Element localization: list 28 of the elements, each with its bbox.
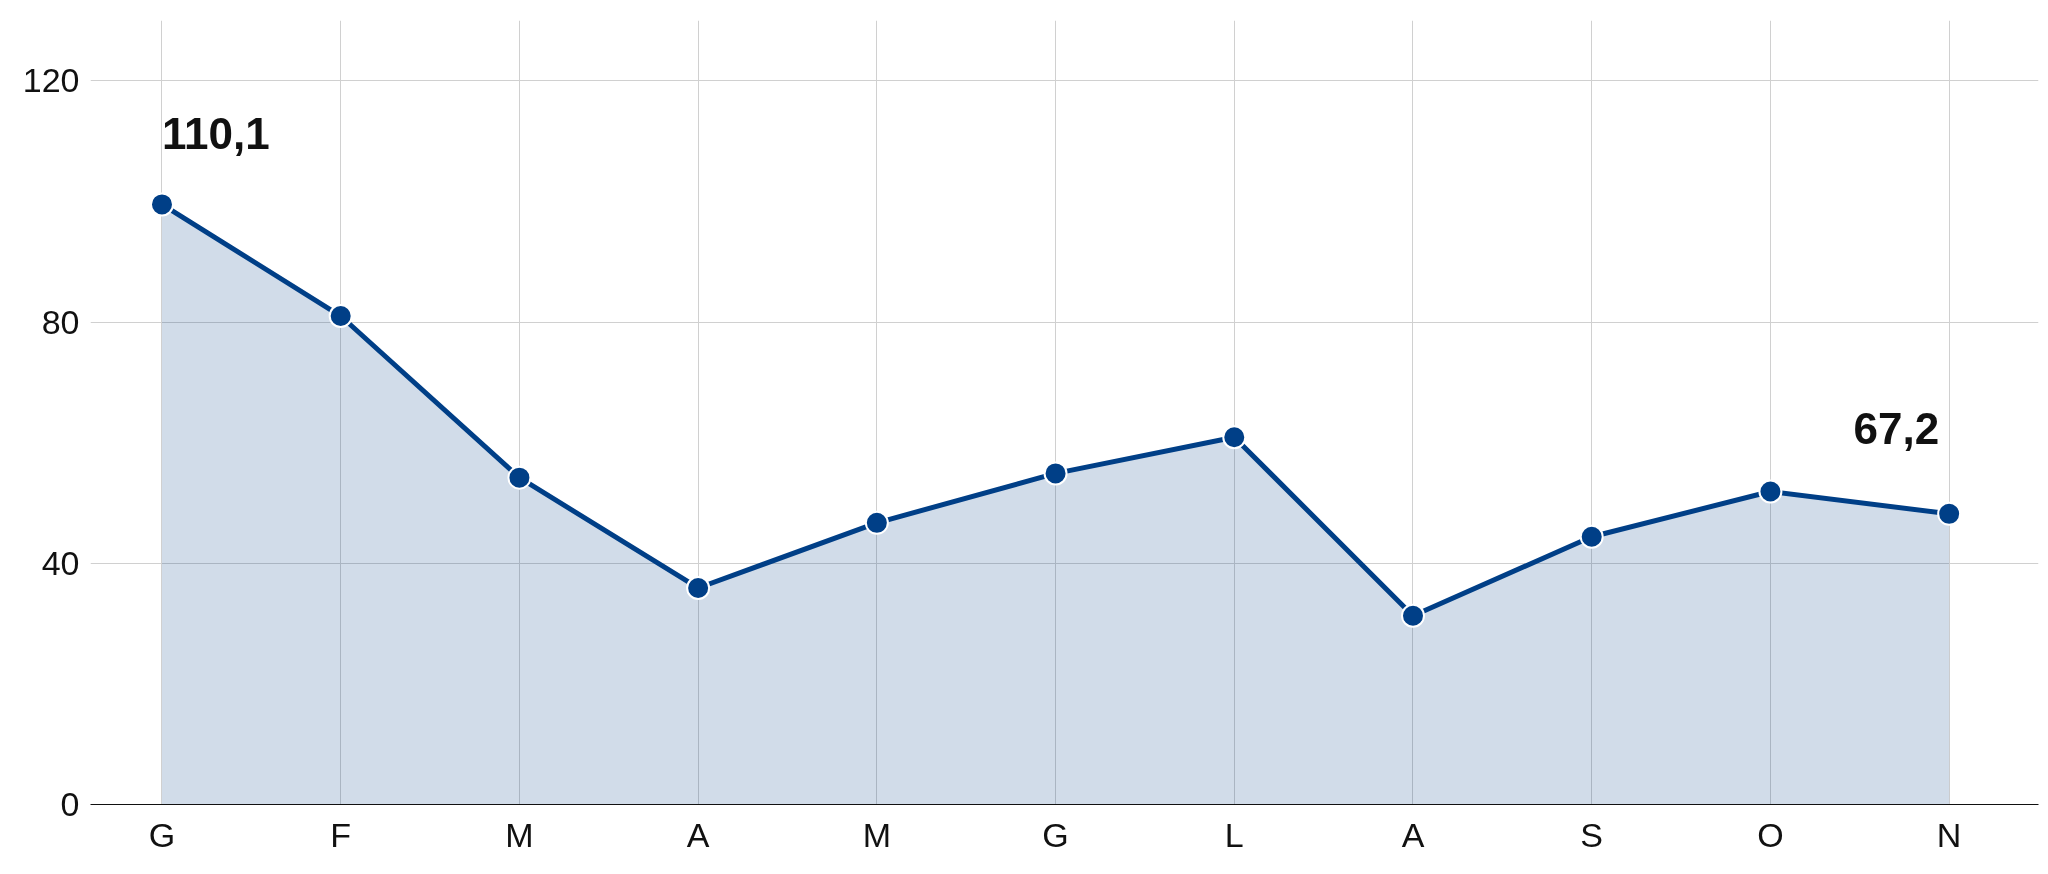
point <box>1937 501 1962 526</box>
point <box>686 576 711 600</box>
x-tick-label: S <box>1580 815 1604 854</box>
y-tick-label: 120 <box>22 61 80 100</box>
point <box>1222 425 1247 450</box>
point <box>1043 461 1068 486</box>
x-tick-label: O <box>1757 815 1784 854</box>
y-tick-label: 40 <box>41 543 80 582</box>
point <box>1758 479 1783 504</box>
point <box>1401 603 1425 628</box>
x-tick-label: N <box>1936 815 1962 854</box>
annotation: 67,2 <box>1853 403 1940 453</box>
x-tick-label: A <box>1401 815 1425 854</box>
annotation: 110,1 <box>161 109 270 159</box>
x-tick-label: M <box>505 815 534 854</box>
x-tick-label: F <box>330 815 352 854</box>
x-tick-label: G <box>1042 815 1069 854</box>
point <box>149 192 174 217</box>
x-tick-label: M <box>862 815 892 854</box>
y-tick-label: 0 <box>60 785 80 823</box>
point <box>328 304 353 328</box>
x-tick-label: L <box>1224 815 1244 854</box>
point <box>507 465 532 490</box>
x-tick-label: A <box>686 815 710 854</box>
y-tick-label: 80 <box>41 302 80 341</box>
point <box>864 510 889 535</box>
point <box>1579 524 1604 549</box>
x-tick-label: G <box>148 815 176 854</box>
